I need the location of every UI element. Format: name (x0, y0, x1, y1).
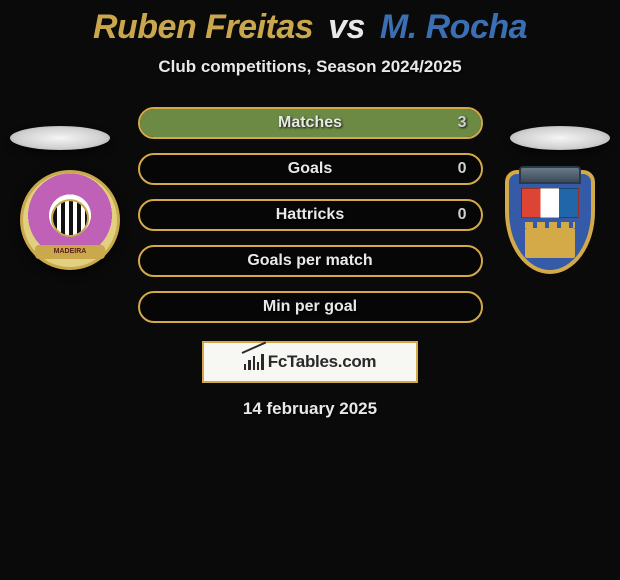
stat-label: Goals (288, 160, 332, 178)
player2-name: M. Rocha (380, 8, 527, 46)
crest-castle-icon (525, 228, 575, 258)
date-label: 14 february 2025 (0, 399, 620, 419)
stat-value: 0 (458, 160, 467, 178)
crest-flag-icon (521, 188, 579, 218)
stat-label: Goals per match (247, 252, 372, 270)
stat-bar: Goals 0 (138, 153, 483, 185)
stat-value: 3 (458, 114, 467, 132)
trend-arrow-icon (241, 342, 266, 354)
brand-box[interactable]: FcTables.com (202, 341, 418, 383)
brand-text: FcTables.com (268, 352, 377, 372)
stat-bar: Hattricks 0 (138, 199, 483, 231)
stat-label: Min per goal (263, 298, 357, 316)
player1-name: Ruben Freitas (93, 8, 313, 46)
left-club-crest: MADEIRA (20, 170, 120, 270)
vs-separator: vs (328, 8, 365, 46)
comparison-title: Ruben Freitas vs M. Rocha (0, 0, 620, 47)
stat-bar: Goals per match (138, 245, 483, 277)
stat-bar: Matches 3 (138, 107, 483, 139)
left-oval-decoration (10, 126, 110, 150)
right-oval-decoration (510, 126, 610, 150)
subtitle: Club competitions, Season 2024/2025 (0, 57, 620, 77)
stats-container: Matches 3 Goals 0 Hattricks 0 Goals per match M… (138, 107, 483, 323)
nacional-crest-icon: MADEIRA (20, 170, 120, 270)
stat-label: Matches (278, 114, 342, 132)
stat-label: Hattricks (276, 206, 344, 224)
stat-value: 0 (458, 206, 467, 224)
arouca-crest-icon (505, 170, 595, 274)
stat-bar: Min per goal (138, 291, 483, 323)
fctables-logo-icon (244, 354, 264, 370)
crest-ribbon: MADEIRA (35, 245, 105, 259)
right-club-crest (500, 170, 600, 270)
